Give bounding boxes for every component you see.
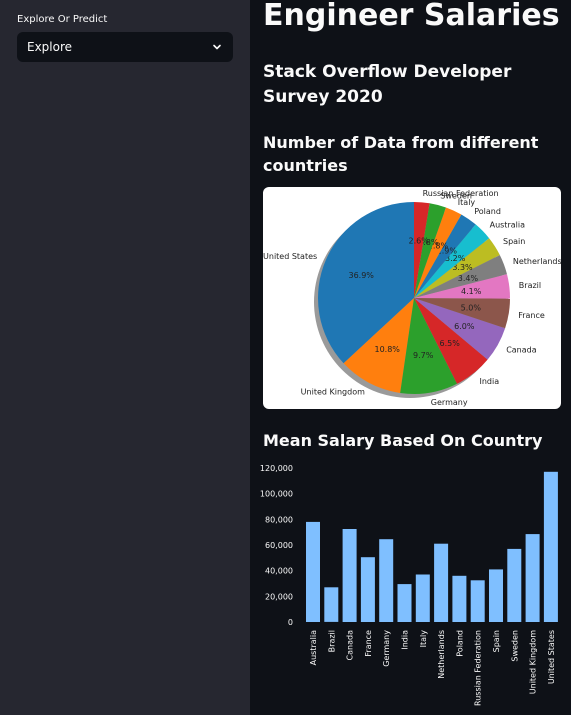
pie-slice-category-label: United Kingdom	[301, 388, 365, 397]
bar	[379, 539, 394, 622]
pie-slice-category-label: Italy	[458, 198, 476, 207]
pie-slice-category-label: Sweden	[440, 192, 472, 201]
mode-select[interactable]: Explore	[17, 32, 233, 62]
pie-slice-value-label: 3.3%	[452, 263, 473, 272]
x-tick-label: Netherlands	[437, 630, 446, 679]
pie-slice-category-label: France	[518, 311, 545, 320]
x-tick-label: Sweden	[510, 630, 519, 662]
pie-slice	[400, 298, 458, 395]
pie-slice-value-label: 2.9%	[437, 247, 458, 256]
bar	[543, 471, 558, 622]
pie-slice-value-label: 5.0%	[461, 303, 482, 312]
y-tick-label: 60,000	[265, 541, 293, 550]
bar	[324, 587, 339, 622]
pie-slice-category-label: Germany	[431, 398, 468, 407]
pie-slice-value-label: 6.0%	[454, 322, 475, 331]
pie-slice-value-label: 6.5%	[440, 339, 461, 348]
pie-slice	[414, 254, 507, 298]
y-tick-label: 40,000	[265, 567, 293, 576]
pie-slice	[317, 202, 414, 364]
x-tick-label: Germany	[382, 630, 391, 667]
pie-slice-value-label: 9.7%	[413, 351, 434, 360]
x-tick-label: Poland	[455, 630, 464, 657]
bar-chart-heading: Mean Salary Based On Country	[263, 431, 543, 450]
x-tick-label: France	[364, 630, 373, 657]
y-tick-label: 100,000	[260, 490, 293, 499]
pie-slice-value-label: 10.8%	[374, 345, 400, 354]
pie-slice-value-label: 2.6%	[409, 237, 430, 246]
x-tick-label: Russian Federation	[474, 630, 483, 706]
bar	[415, 574, 430, 622]
mode-select-label: Explore Or Predict	[17, 14, 108, 25]
y-tick-label: 80,000	[265, 515, 293, 524]
x-tick-label: Italy	[419, 630, 428, 648]
bar	[452, 575, 467, 622]
y-tick-label: 120,000	[260, 464, 293, 473]
x-tick-label: United States	[547, 630, 556, 684]
pie-slice	[414, 238, 500, 298]
page-title: Engineer Salaries	[263, 0, 560, 33]
y-tick-label: 20,000	[265, 592, 293, 601]
x-tick-label: Canada	[346, 630, 355, 661]
bar	[470, 580, 485, 622]
main-content: Engineer Salaries Stack Overflow Develop…	[250, 0, 571, 715]
pie-slice	[414, 207, 462, 298]
pie-slice-value-label: 3.4%	[458, 274, 479, 283]
pie-slice-category-label: Spain	[503, 237, 525, 246]
pie-slice-category-label: Russian Federation	[423, 189, 499, 198]
pie-slice-category-label: United States	[263, 252, 317, 261]
pie-slice-value-label: 3.2%	[445, 254, 466, 263]
pie-slice	[414, 214, 476, 298]
pie-slice-category-label: Netherlands	[513, 257, 561, 266]
x-tick-label: United Kingdom	[529, 630, 538, 694]
pie-slice	[343, 298, 414, 393]
pie-slice	[414, 274, 511, 299]
pie-slice-value-label: 4.1%	[461, 287, 482, 296]
bar	[525, 534, 540, 622]
pie-slice	[414, 203, 446, 298]
bar	[306, 521, 320, 622]
sidebar: Explore Or Predict Explore	[0, 0, 250, 715]
x-tick-label: Australia	[309, 630, 318, 665]
pie-slice-value-label: 2.8%	[418, 238, 439, 247]
pie-chart-heading: Number of Data from different countries	[263, 133, 539, 175]
x-tick-label: Spain	[492, 630, 501, 652]
bar	[434, 543, 449, 622]
x-tick-label: India	[401, 630, 410, 650]
mode-select-value: Explore	[27, 40, 73, 54]
pie-chart-card: 36.9% United States 10.8% United Kingdom 9.7…	[263, 187, 561, 409]
bar	[397, 584, 412, 622]
page-subtitle: Stack Overflow Developer Survey 2020	[263, 62, 512, 107]
chevron-down-icon	[213, 44, 221, 50]
pie-slice	[414, 202, 430, 298]
bar	[342, 529, 357, 622]
bar	[489, 569, 503, 622]
bar	[507, 548, 522, 622]
pie-slice-category-label: Poland	[474, 207, 501, 216]
y-tick-label: 0	[288, 618, 293, 627]
pie-chart: 36.9% United States 10.8% United Kingdom 9.7…	[263, 189, 561, 407]
pie-slice-category-label: Australia	[490, 220, 525, 229]
x-tick-label: Brazil	[327, 630, 336, 652]
pie-slice-category-label: Brazil	[519, 281, 541, 290]
pie-slice	[414, 224, 490, 298]
pie-slice	[414, 298, 510, 329]
pie-slice-category-label: India	[480, 377, 500, 386]
pie-slice	[414, 298, 506, 360]
pie-slice-value-label: 36.9%	[348, 271, 374, 280]
pie-slice-value-label: 2.8%	[428, 242, 449, 251]
bar-chart: 0 20,000 40,000 60,000 80,000 100,000 120,000 A…	[260, 464, 558, 706]
bar	[360, 557, 375, 622]
pie-slice	[414, 298, 488, 384]
pie-slice-category-label: Canada	[506, 346, 537, 355]
